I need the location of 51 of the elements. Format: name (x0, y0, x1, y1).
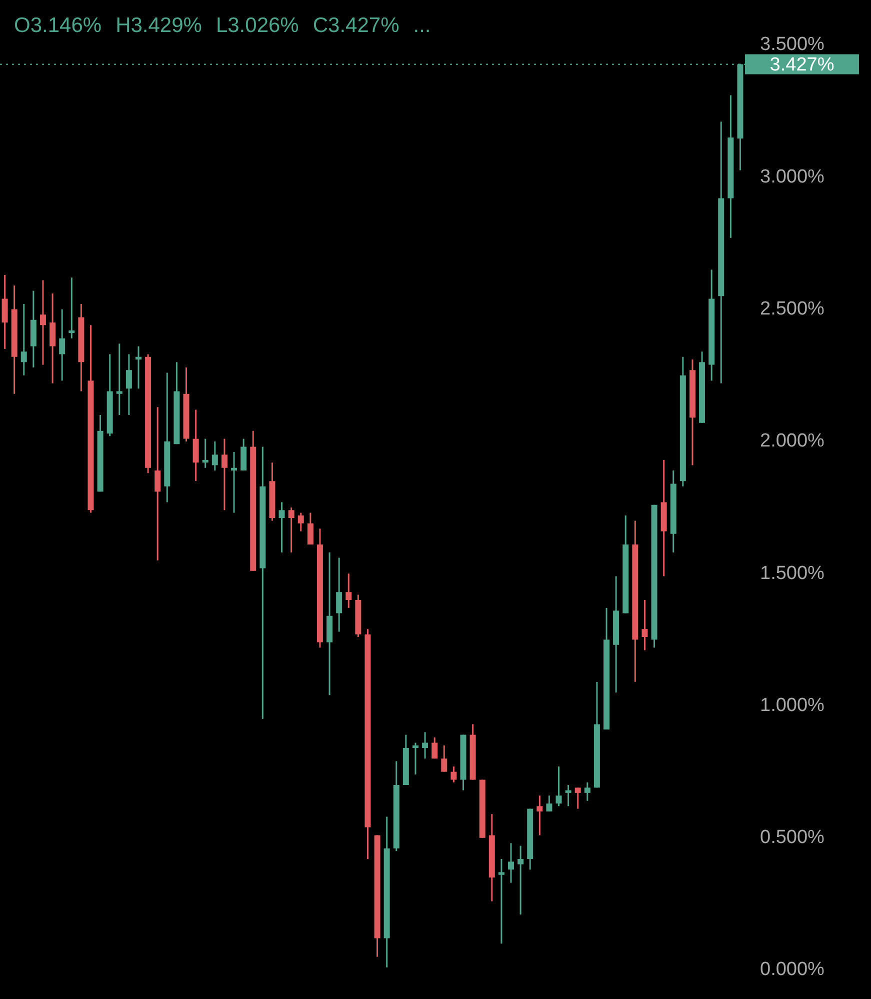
text: O3.146% (14, 14, 102, 37)
text: ... (413, 14, 431, 37)
candlestick (346, 572, 352, 609)
y-tick-label: 2.500% (760, 298, 825, 320)
y-tick-label: 1.500% (760, 562, 825, 584)
candlestick (336, 556, 342, 632)
y-tick-label: 0.000% (760, 959, 825, 980)
candlestick (240, 438, 247, 472)
candlestick (536, 794, 543, 836)
candlestick (212, 440, 218, 472)
candlestick (307, 512, 314, 546)
candlestick (508, 842, 514, 884)
y-tick-label: 1.000% (760, 694, 825, 716)
candlestick (518, 845, 524, 916)
candlestick (59, 308, 66, 382)
candlestick (450, 766, 457, 784)
y-tick-label: 2.000% (760, 430, 825, 452)
candlestick (40, 279, 46, 366)
candlestick (68, 276, 75, 340)
candlestick (556, 766, 562, 807)
candlestick (221, 438, 228, 511)
y-tick-label: 3.000% (760, 166, 825, 188)
candlestick (288, 506, 294, 554)
candlestick (126, 353, 132, 416)
candlestick (565, 784, 572, 807)
candlestick (546, 794, 552, 812)
text: C3.427% (312, 14, 400, 37)
candlestick (135, 346, 142, 390)
candlestick (432, 736, 438, 760)
candlestick (20, 303, 27, 376)
candlestick (441, 744, 448, 773)
candlestick (202, 438, 208, 469)
candlestick (422, 731, 428, 760)
y-tick-label: 0.500% (760, 827, 825, 848)
candlestick (498, 858, 504, 944)
candlestick (116, 342, 122, 416)
candlestick (412, 742, 418, 776)
candlestick (642, 599, 648, 651)
candlestick (584, 782, 590, 802)
candlestick (574, 786, 581, 810)
ref-line-label: 3.427% (770, 54, 834, 76)
candlestick (298, 512, 304, 532)
candlestick (192, 408, 199, 482)
candlestick (154, 406, 161, 562)
candlestick (50, 292, 56, 384)
text: L3.026% (216, 14, 299, 37)
candlestick (2, 274, 8, 350)
candlestick (278, 501, 285, 554)
text: H3.429% (116, 14, 202, 37)
y-tick-label: 3.500% (760, 34, 825, 56)
candlestick (231, 451, 238, 514)
